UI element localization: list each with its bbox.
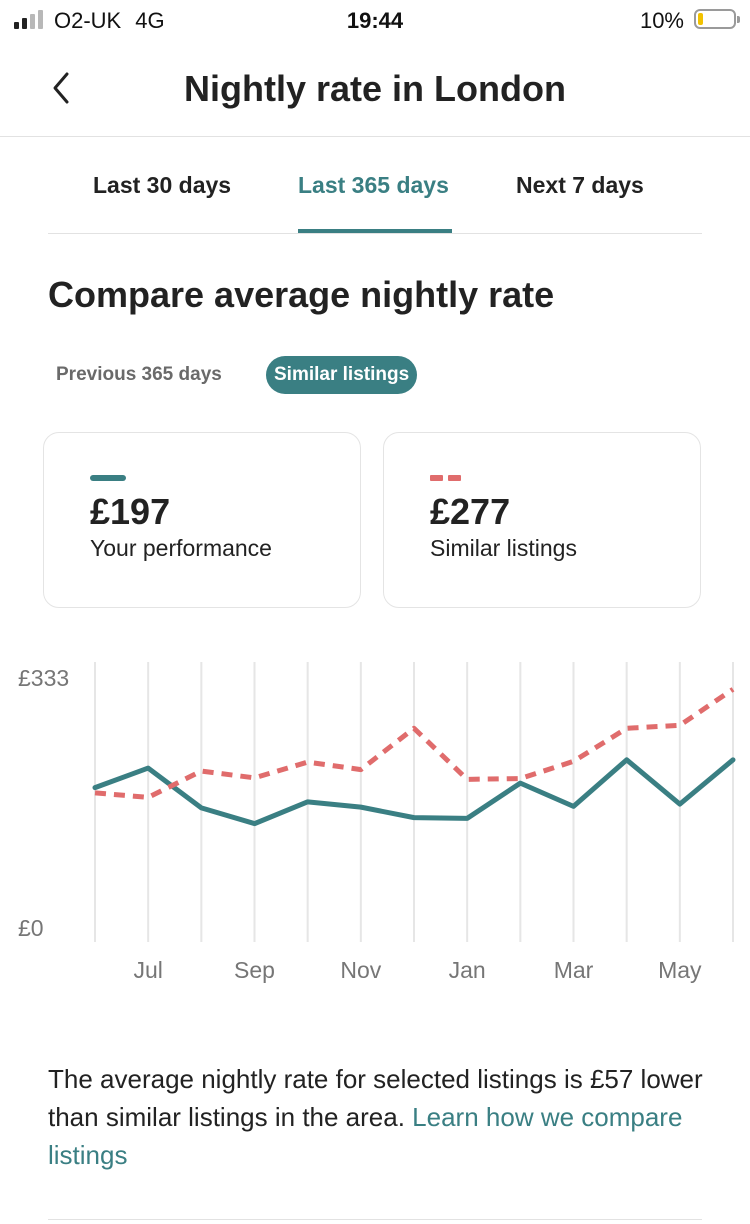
y-tick-label: £333: [18, 665, 69, 691]
x-tick-label: May: [658, 957, 702, 983]
summary-text: The average nightly rate for selected li…: [48, 1064, 703, 1132]
period-tabs: Last 30 days Last 365 days Next 7 days: [48, 137, 702, 234]
similar-listings-value: £277: [430, 491, 511, 532]
solid-line-legend-icon: [90, 475, 126, 481]
header: Nightly rate in London: [0, 40, 750, 137]
your-performance-label: Your performance: [90, 535, 272, 561]
similar-listings-toggle[interactable]: Similar listings: [266, 356, 418, 394]
tab-next-7-days[interactable]: Next 7 days: [516, 172, 644, 198]
x-tick-label: Mar: [554, 957, 594, 983]
carrier-info: O2-UK 4G: [54, 8, 165, 34]
y-tick-label: £0: [18, 915, 44, 941]
dashed-line-legend-icon: [430, 475, 462, 481]
active-tab-indicator: [298, 229, 452, 233]
battery-percent: 10%: [639, 8, 684, 33]
x-tick-label: Jan: [449, 957, 486, 983]
signal-strength-icon: [14, 10, 43, 29]
your-performance-value: £197: [90, 491, 171, 532]
chevron-left-icon: [53, 72, 69, 104]
status-bar: O2-UK 4G 19:44 10%: [0, 0, 750, 40]
similar-listings-label: Similar listings: [430, 535, 577, 561]
carrier-name: O2-UK: [54, 8, 122, 33]
divider: [48, 1219, 702, 1220]
your-performance-card: £197 Your performance: [43, 432, 361, 608]
x-tick-label: Sep: [234, 957, 275, 983]
section-title: Compare average nightly rate: [48, 274, 555, 315]
nightly-rate-chart: £333 £0 Jul Sep Nov Jan Mar May: [0, 640, 750, 1000]
battery-icon: [694, 9, 740, 29]
x-tick-label: Nov: [340, 957, 381, 983]
tab-last-30-days[interactable]: Last 30 days: [93, 172, 232, 198]
x-tick-label: Jul: [133, 957, 162, 983]
status-time: 19:44: [346, 8, 404, 33]
back-button[interactable]: [40, 66, 84, 110]
comparison-summary: The average nightly rate for selected li…: [48, 1060, 718, 1174]
line-chart: £333 £0 Jul Sep Nov Jan Mar May: [18, 662, 736, 983]
page-title: Nightly rate in London: [184, 68, 566, 109]
similar-listings-card: £277 Similar listings: [383, 432, 701, 608]
previous-365-days-toggle[interactable]: Previous 365 days: [56, 364, 222, 385]
tab-last-365-days[interactable]: Last 365 days: [298, 172, 449, 198]
network-type: 4G: [135, 8, 165, 33]
learn-how-we-compare-link[interactable]: Learn how we compare listings: [48, 1102, 683, 1170]
your-performance-line: [92, 757, 736, 827]
similar-listings-line: [94, 687, 735, 800]
